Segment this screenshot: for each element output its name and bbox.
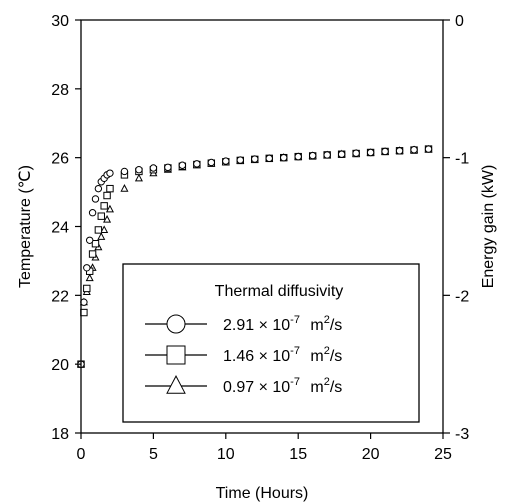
legend-marker-triangle bbox=[166, 375, 186, 394]
x-tick-label: 0 bbox=[77, 446, 86, 463]
data-point-square bbox=[94, 226, 103, 234]
y2-tick-label: -3 bbox=[455, 426, 469, 443]
y-tick-label: 28 bbox=[51, 82, 69, 99]
legend-label-part: 2.91 × 10 bbox=[223, 317, 290, 334]
legend-box bbox=[122, 263, 420, 423]
y2-axis-label: Energy gain (kW) bbox=[480, 165, 497, 289]
data-point-square bbox=[106, 184, 114, 193]
legend-label-part: 2 bbox=[324, 376, 330, 388]
data-point-circle bbox=[352, 149, 360, 157]
legend-title: Thermal diffusivity bbox=[215, 283, 344, 300]
data-point-circle bbox=[135, 166, 143, 174]
legend-label: 0.97 × 10-7 m2/s bbox=[223, 376, 342, 396]
y-tick-label: 26 bbox=[51, 151, 69, 168]
data-point-circle bbox=[236, 156, 244, 164]
x-tick-label: 5 bbox=[149, 446, 158, 463]
data-point-circle bbox=[80, 298, 88, 306]
data-point-triangle bbox=[97, 232, 106, 240]
legend-label-part: 1.46 × 10 bbox=[223, 348, 290, 365]
legend-marker-circle bbox=[166, 314, 186, 334]
data-point-circle bbox=[381, 147, 389, 156]
y-tick-label: 24 bbox=[51, 220, 69, 237]
data-point-circle bbox=[308, 151, 317, 160]
data-point-square bbox=[83, 284, 91, 293]
data-point-circle bbox=[366, 148, 375, 157]
data-point-circle bbox=[294, 152, 302, 161]
data-point-circle bbox=[149, 164, 158, 172]
y-tick-label: 22 bbox=[51, 288, 69, 305]
data-point-circle bbox=[178, 161, 187, 169]
data-point-square bbox=[103, 191, 111, 200]
legend-label: 1.46 × 10-7 m2/s bbox=[223, 345, 342, 365]
plot-area bbox=[76, 144, 433, 368]
data-point-circle bbox=[88, 209, 97, 217]
data-point-circle bbox=[94, 184, 103, 193]
data-point-circle bbox=[251, 155, 259, 163]
data-point-square bbox=[91, 240, 100, 248]
y-axis-label: Temperature (℃) bbox=[17, 165, 34, 288]
legend-label-part: -7 bbox=[290, 314, 300, 326]
data-point-circle bbox=[280, 153, 288, 162]
data-point-triangle bbox=[134, 173, 143, 182]
legend-label: 2.91 × 10-7 m2/s bbox=[223, 314, 342, 334]
data-point-triangle bbox=[120, 184, 129, 192]
legend-label-part: 2 bbox=[324, 345, 330, 357]
y-tick-label: 20 bbox=[51, 357, 69, 374]
data-point-square bbox=[100, 202, 108, 210]
legend-marker-square bbox=[166, 345, 186, 365]
x-tick-label: 15 bbox=[289, 446, 307, 463]
x-tick-label: 20 bbox=[362, 446, 380, 463]
x-axis-label: Time (Hours) bbox=[216, 485, 309, 502]
legend-label-part: /s bbox=[330, 348, 342, 365]
data-point-triangle bbox=[103, 215, 112, 223]
data-point-triangle bbox=[85, 273, 94, 282]
legend-label-part: -7 bbox=[290, 376, 300, 388]
data-point-triangle bbox=[105, 204, 114, 213]
data-point-circle bbox=[91, 195, 100, 203]
data-point-circle bbox=[207, 158, 216, 167]
legend-label-part: /s bbox=[330, 379, 342, 396]
data-point-square bbox=[88, 250, 97, 258]
legend-label-part: 0.97 × 10 bbox=[223, 379, 290, 396]
x-tick-label: 25 bbox=[434, 446, 452, 463]
y2-tick-label: 0 bbox=[455, 13, 464, 30]
data-point-circle bbox=[222, 157, 230, 165]
data-point-circle bbox=[395, 147, 404, 155]
legend-label-part: -7 bbox=[290, 345, 300, 357]
data-point-circle bbox=[424, 145, 433, 153]
data-point-circle bbox=[323, 151, 331, 159]
legend-label-part: m bbox=[306, 317, 324, 334]
legend-label-part: m bbox=[306, 348, 324, 365]
data-point-circle bbox=[164, 163, 172, 172]
y2-tick-label: -1 bbox=[455, 151, 469, 168]
data-point-circle bbox=[265, 154, 273, 163]
data-point-triangle bbox=[100, 225, 109, 234]
data-point-circle bbox=[83, 264, 91, 272]
data-point-circle bbox=[106, 169, 114, 177]
y-tick-label: 18 bbox=[51, 426, 69, 443]
data-point-circle bbox=[410, 146, 418, 154]
legend-label-part: /s bbox=[330, 317, 342, 334]
data-point-square bbox=[80, 308, 88, 317]
data-point-circle bbox=[193, 160, 201, 168]
data-point-square bbox=[97, 212, 105, 220]
data-point-circle bbox=[337, 150, 346, 158]
y2-tick-label: -2 bbox=[455, 288, 469, 305]
data-point-circle bbox=[120, 167, 129, 176]
legend-label-part: m bbox=[306, 379, 324, 396]
x-tick-label: 10 bbox=[217, 446, 235, 463]
y-tick-label: 30 bbox=[51, 13, 69, 30]
data-point-circle bbox=[85, 236, 94, 244]
legend-label-part: 2 bbox=[324, 314, 330, 326]
